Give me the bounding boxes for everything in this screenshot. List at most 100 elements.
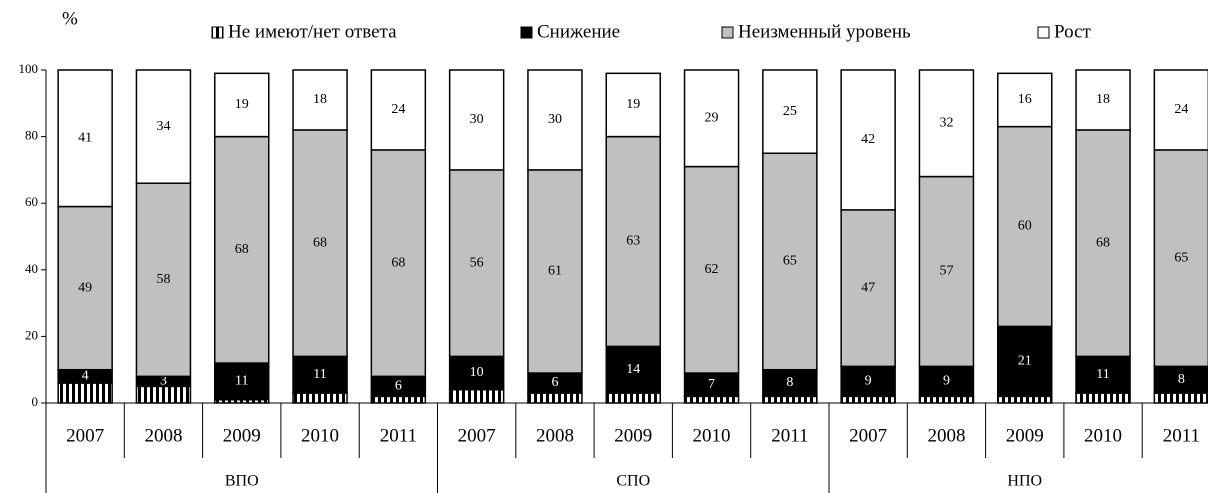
- data-label: 47: [861, 280, 875, 295]
- bar-segment: [1153, 149, 1208, 368]
- bar-segment: [527, 392, 583, 404]
- bar-segment: [918, 175, 975, 368]
- x-tick-label: 2009: [1006, 425, 1044, 446]
- y-axis-label: %: [62, 8, 78, 29]
- legend-label: Снижение: [537, 21, 620, 42]
- bar-segment: [135, 385, 192, 404]
- bar-segment: [605, 345, 661, 394]
- data-label: 8: [1178, 372, 1185, 387]
- data-label: 6: [395, 379, 402, 394]
- bar-segment: [1075, 69, 1131, 131]
- data-label: 68: [235, 242, 249, 257]
- legend-swatch: [211, 26, 224, 39]
- data-label: 3: [160, 374, 167, 389]
- data-label: 24: [1174, 102, 1188, 117]
- y-tick-label: 80: [25, 128, 38, 143]
- bar-segment: [683, 69, 740, 168]
- data-label: 7: [708, 377, 715, 392]
- x-tick-label: 2010: [301, 425, 339, 446]
- group-label: СПО: [616, 473, 650, 490]
- x-tick-label: 2011: [771, 425, 808, 446]
- data-label: 4: [82, 369, 89, 384]
- bar-segment: [292, 355, 348, 394]
- data-label: 60: [1018, 219, 1032, 234]
- data-label: 10: [470, 365, 484, 380]
- bar-segment: [1075, 392, 1131, 404]
- data-label: 18: [1096, 92, 1110, 107]
- bar-segment: [605, 392, 661, 404]
- bar-segment: [292, 392, 348, 404]
- bar-segment: [840, 395, 896, 404]
- data-label: 63: [626, 234, 640, 249]
- bar-segment: [57, 69, 113, 208]
- data-label: 29: [705, 111, 719, 126]
- legend-swatch: [520, 26, 533, 39]
- x-tick-label: 2009: [614, 425, 652, 446]
- x-tick-label: 2010: [693, 425, 731, 446]
- data-label: 16: [1018, 92, 1032, 107]
- group-label: ВПО: [225, 473, 259, 490]
- x-tick-label: 2008: [536, 425, 574, 446]
- x-tick-label: 2007: [849, 425, 887, 446]
- y-tick-label: 20: [25, 327, 38, 342]
- x-tick-label: 2009: [223, 425, 261, 446]
- bar-segment: [605, 135, 661, 348]
- bar-segment: [997, 72, 1053, 128]
- bar-segment: [214, 135, 270, 364]
- data-label: 6: [551, 375, 558, 390]
- bar-segment: [292, 69, 348, 131]
- bar-segment: [997, 125, 1053, 328]
- bar-segment: [448, 69, 505, 171]
- data-label: 8: [786, 375, 793, 390]
- data-label: 56: [470, 255, 484, 270]
- bar-segment: [683, 165, 740, 374]
- bar-segment: [370, 69, 427, 151]
- x-tick-label: 2007: [458, 425, 496, 446]
- data-label: 9: [865, 374, 872, 389]
- y-tick-label: 60: [25, 194, 38, 209]
- bar-segment: [762, 395, 818, 404]
- x-tick-label: 2008: [927, 425, 965, 446]
- bar-segment: [840, 209, 896, 368]
- y-tick-label: 40: [25, 261, 38, 276]
- legend-swatch: [721, 26, 734, 39]
- data-label: 62: [705, 262, 719, 277]
- data-label: 32: [939, 115, 953, 130]
- data-label: 19: [626, 97, 640, 112]
- data-label: 68: [313, 235, 327, 250]
- bar-segment: [57, 382, 113, 404]
- data-label: 57: [939, 264, 953, 279]
- bar-segment: [762, 368, 818, 398]
- data-label: 65: [783, 254, 797, 269]
- data-label: 19: [235, 97, 249, 112]
- bar-segment: [605, 72, 661, 138]
- data-label: 11: [1096, 367, 1109, 382]
- x-tick-label: 2010: [1084, 425, 1122, 446]
- x-tick-label: 2007: [66, 425, 104, 446]
- data-label: 11: [235, 374, 248, 389]
- y-tick-label: 100: [19, 61, 39, 76]
- data-label: 34: [156, 119, 170, 134]
- bar-segment: [1153, 392, 1208, 404]
- data-label: 21: [1018, 354, 1032, 369]
- legend-label: Рост: [1054, 21, 1092, 42]
- bar-segment: [762, 152, 818, 371]
- legend-swatch: [1037, 26, 1050, 39]
- bar-segment: [840, 69, 896, 211]
- bar-segment: [135, 69, 192, 184]
- x-tick-label: 2011: [1163, 425, 1200, 446]
- data-label: 65: [1174, 250, 1188, 265]
- bar-segment: [370, 149, 427, 378]
- bar-segment: [918, 69, 975, 178]
- x-tick-label: 2011: [380, 425, 417, 446]
- data-label: 61: [548, 264, 562, 279]
- data-label: 58: [156, 272, 170, 287]
- bar-segment: [1075, 355, 1131, 394]
- bar-segment: [840, 365, 896, 398]
- data-label: 49: [78, 280, 92, 295]
- data-label: 68: [1096, 235, 1110, 250]
- bar-segment: [918, 395, 975, 404]
- data-label: 25: [783, 104, 797, 119]
- bar-segment: [527, 169, 583, 374]
